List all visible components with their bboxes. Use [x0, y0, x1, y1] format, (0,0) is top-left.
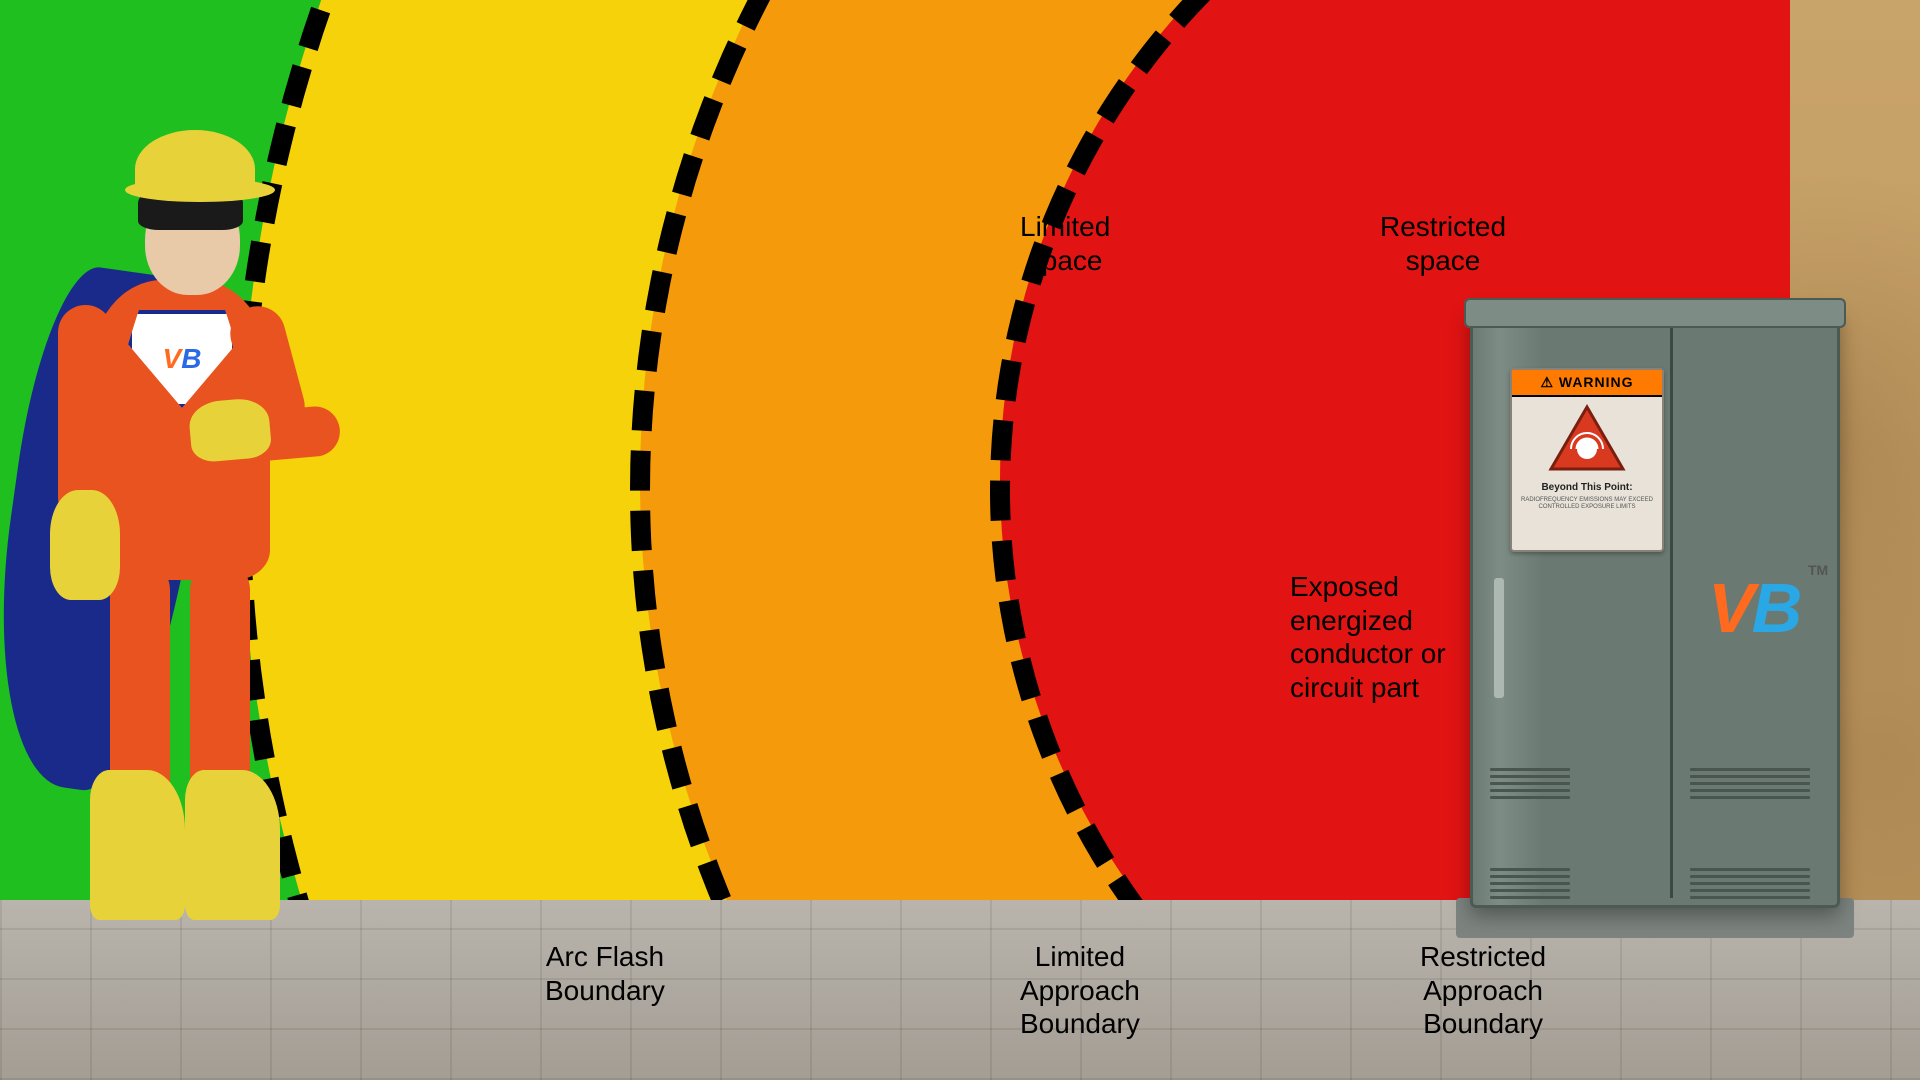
cabinet-vent [1690, 868, 1810, 899]
cabinet-door-seam [1670, 328, 1673, 898]
cabinet-vent [1690, 768, 1810, 799]
worker-right-boot [185, 770, 280, 920]
vb-logo-mini: VB [163, 343, 202, 375]
label-limited-space: Limited space [1020, 210, 1110, 277]
worker-helmet [135, 130, 255, 195]
cabinet-top [1464, 298, 1846, 328]
warning-triangle-icon [1547, 403, 1627, 473]
cabinet-vent [1490, 868, 1570, 899]
label-restricted-boundary: Restricted Approach Boundary [1420, 940, 1546, 1041]
electrical-cabinet: ⚠ WARNING Beyond This Point:RADIOFREQUENC… [1470, 308, 1840, 908]
label-restricted-space: Restricted space [1380, 210, 1506, 277]
tm-mark: TM [1808, 562, 1828, 578]
worker-brow [195, 212, 230, 218]
worker-left-glove [50, 490, 120, 600]
warning-sign: ⚠ WARNING Beyond This Point:RADIOFREQUENC… [1510, 368, 1664, 552]
vb-logo: VB [1708, 568, 1799, 648]
cabinet-handle [1494, 578, 1504, 698]
label-exposed-hazard: Exposed energized conductor or circuit p… [1290, 570, 1446, 704]
label-limited-boundary: Limited Approach Boundary [1020, 940, 1140, 1041]
cabinet-vent [1490, 768, 1570, 799]
label-arc-flash-boundary: Arc Flash Boundary [545, 940, 665, 1007]
worker-figure: VB [40, 130, 320, 920]
worker-right-glove [188, 397, 273, 464]
warning-fineprint: RADIOFREQUENCY EMISSIONS MAY EXCEED CONT… [1512, 497, 1662, 516]
worker-left-boot [90, 770, 185, 920]
diagram-stage: ⚠ WARNING Beyond This Point:RADIOFREQUENC… [0, 0, 1920, 1080]
warning-subtitle: Beyond This Point: [1512, 482, 1662, 497]
warning-header: ⚠ WARNING [1512, 370, 1662, 397]
